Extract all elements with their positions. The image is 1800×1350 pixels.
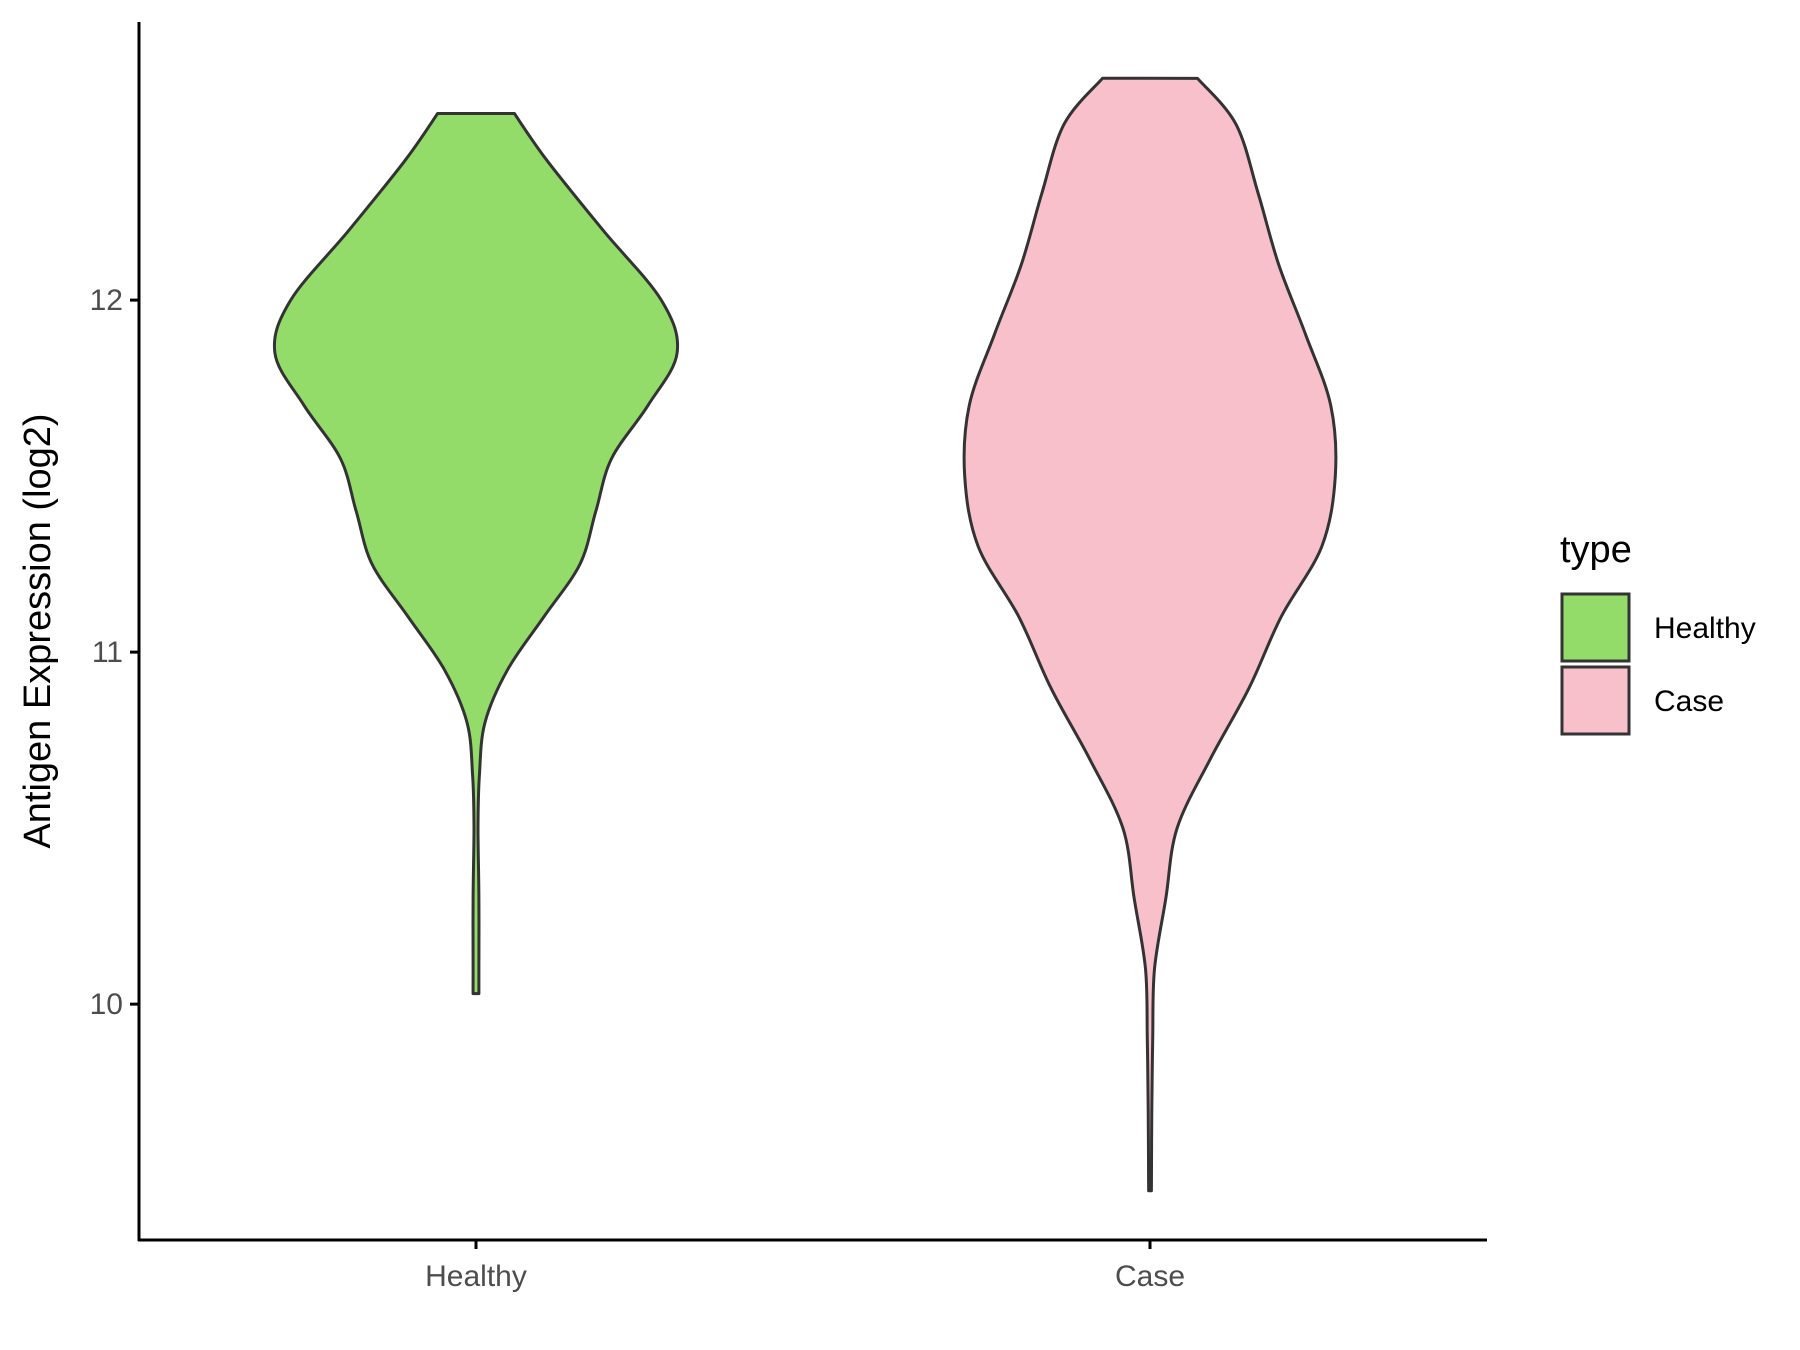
- legend-label-healthy: Healthy: [1654, 612, 1756, 645]
- legend: type Healthy Case: [1560, 529, 1756, 736]
- x-ticks: Healthy Case: [425, 1240, 1185, 1293]
- y-tick-label: 10: [90, 988, 123, 1021]
- x-tick-label: Healthy: [425, 1260, 527, 1293]
- y-ticks: 10 11 12: [90, 284, 139, 1021]
- axes: [137, 22, 1487, 1242]
- y-tick-label: 11: [92, 636, 123, 669]
- legend-items: Healthy Case: [1560, 592, 1756, 736]
- violins: [272, 76, 1338, 1193]
- legend-swatch-case: [1560, 665, 1631, 736]
- legend-title: type: [1560, 529, 1632, 571]
- y-tick-label: 12: [90, 284, 123, 317]
- legend-label-case: Case: [1654, 685, 1724, 718]
- legend-swatch-healthy: [1560, 592, 1631, 663]
- x-tick-label: Case: [1115, 1260, 1185, 1293]
- y-axis-title: Antigen Expression (log2): [17, 413, 59, 848]
- violin-healthy: [272, 112, 680, 996]
- violin-case: [962, 76, 1338, 1193]
